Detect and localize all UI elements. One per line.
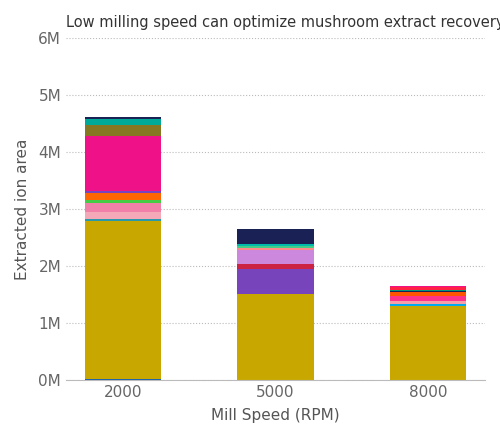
Bar xyxy=(390,290,466,291)
Bar xyxy=(85,191,162,193)
Bar xyxy=(390,301,466,304)
Bar xyxy=(390,306,466,380)
Bar xyxy=(390,304,466,306)
Bar xyxy=(390,291,466,292)
Text: Low milling speed can optimize mushroom extract recovery: Low milling speed can optimize mushroom … xyxy=(66,15,500,30)
Bar xyxy=(238,269,314,294)
Bar xyxy=(85,200,162,203)
Bar xyxy=(238,294,314,380)
Bar xyxy=(390,292,466,296)
Bar xyxy=(85,193,162,200)
Bar xyxy=(85,221,162,379)
Bar xyxy=(85,203,162,212)
Bar xyxy=(238,244,314,246)
Bar xyxy=(85,119,162,125)
Bar xyxy=(238,229,314,244)
Bar xyxy=(85,212,162,219)
Bar xyxy=(238,246,314,247)
Bar xyxy=(238,264,314,269)
Bar xyxy=(390,287,466,290)
Bar xyxy=(238,247,314,250)
Bar xyxy=(390,296,466,301)
Y-axis label: Extracted ion area: Extracted ion area xyxy=(15,138,30,279)
Bar xyxy=(85,136,162,191)
Bar xyxy=(238,250,314,264)
Bar xyxy=(85,219,162,221)
Bar xyxy=(85,379,162,380)
Bar xyxy=(85,125,162,136)
X-axis label: Mill Speed (RPM): Mill Speed (RPM) xyxy=(211,408,340,423)
Bar xyxy=(85,117,162,119)
Bar xyxy=(390,286,466,287)
